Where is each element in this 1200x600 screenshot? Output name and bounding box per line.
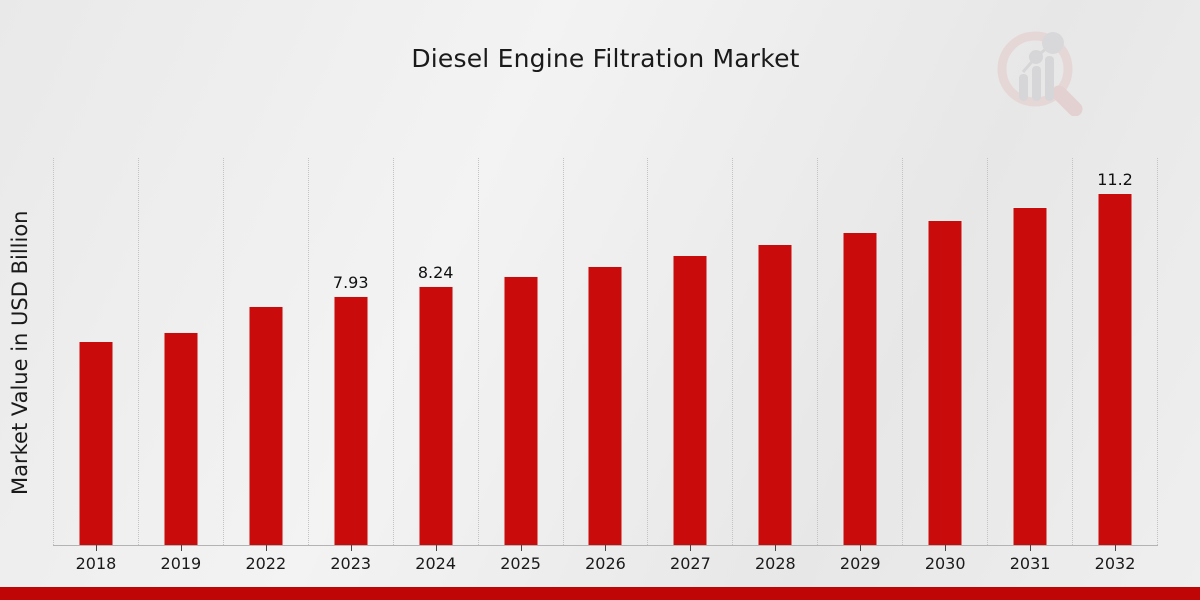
x-tick-label-2024: 2024 [415, 554, 456, 573]
x-tick-label-2027: 2027 [670, 554, 711, 573]
x-tick-label-2022: 2022 [245, 554, 287, 573]
bar-2032 [1097, 193, 1133, 545]
bar-2024 [418, 286, 454, 545]
bar-value-label-2032: 11.2 [1097, 170, 1133, 189]
chart-title: Diesel Engine Filtration Market [411, 44, 800, 73]
bar-2026 [587, 266, 623, 545]
x-tick-label-2030: 2030 [924, 554, 966, 573]
x-tick-label-2019: 2019 [160, 554, 202, 573]
y-axis-label: Market Value in USD Billion [8, 210, 32, 495]
x-axis-tick [350, 545, 352, 551]
bar-2029 [842, 232, 878, 545]
x-axis-tick [1115, 545, 1117, 551]
bar-slot-2025: 2025 [477, 158, 563, 573]
x-axis-tick [265, 545, 267, 551]
bar-slot-2022: 2022 [222, 158, 308, 573]
x-tick-label-2031: 2031 [1009, 554, 1051, 573]
bar-2027 [672, 255, 708, 545]
bar-2025 [503, 276, 539, 545]
bar-2028 [757, 244, 793, 545]
bar-2030 [927, 220, 963, 545]
x-axis-tick [775, 545, 777, 551]
x-axis-tick [1030, 545, 1032, 551]
x-tick-label-2023: 2023 [330, 554, 372, 573]
bar-2019 [163, 332, 199, 545]
x-tick-label-2028: 2028 [754, 554, 796, 573]
bar-value-label-2024: 8.24 [417, 263, 454, 282]
bar-slot-2028: 2028 [732, 158, 817, 573]
bar-slot-2031: 2031 [987, 158, 1072, 573]
bar-slot-2032: 11.2 2032 [1072, 158, 1158, 573]
x-tick-label-2026: 2026 [585, 554, 626, 573]
x-axis-tick [180, 545, 182, 551]
x-axis-tick [435, 545, 437, 551]
bar-2018 [78, 341, 114, 545]
bar-slot-2029: 2029 [817, 158, 902, 573]
bar-slot-2026: 2026 [562, 158, 648, 573]
bar-value-label-2023: 7.93 [332, 273, 369, 292]
x-tick-label-2025: 2025 [500, 554, 541, 573]
magnifier-bar-chart-logo-icon [997, 31, 1083, 116]
bar-2031 [1012, 207, 1048, 545]
bar-2023 [333, 296, 369, 545]
bar-slot-2019: 2019 [137, 158, 223, 573]
x-axis-tick [605, 545, 607, 551]
bar-2022 [248, 306, 284, 545]
x-axis-tick [520, 545, 522, 551]
x-tick-label-2018: 2018 [75, 554, 117, 573]
bar-slot-2030: 2030 [902, 158, 987, 573]
x-tick-label-2032: 2032 [1094, 554, 1136, 573]
x-axis-tick [690, 545, 692, 551]
x-axis-tick [95, 545, 97, 551]
bottom-accent-bar [0, 587, 1200, 600]
x-axis-tick [860, 545, 862, 551]
x-tick-label-2029: 2029 [839, 554, 881, 573]
x-axis-tick [945, 545, 947, 551]
bar-slot-2024: 8.24 2024 [392, 158, 478, 573]
bar-slot-2027: 2027 [647, 158, 732, 573]
plot-area: 2018 2019 2022 7.93 2023 8.24 2024 2025 2026 2027… [53, 158, 1158, 573]
bar-slot-2023: 7.93 2023 [307, 158, 393, 573]
bar-slot-2018: 2018 [53, 158, 138, 573]
